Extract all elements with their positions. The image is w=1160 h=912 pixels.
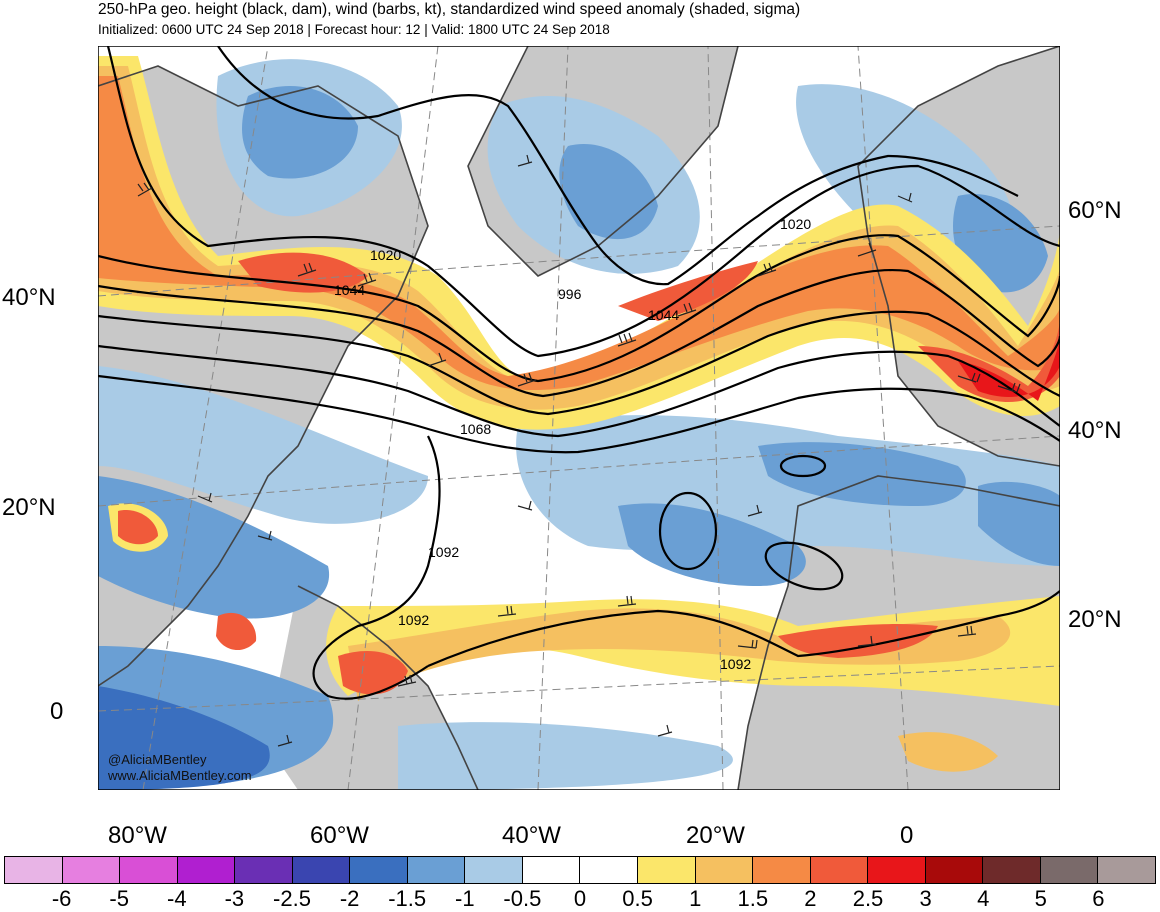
negative-anomaly-shading [98, 59, 1060, 790]
lon-label: 40°W [502, 822, 561, 849]
colorbar-swatch [407, 857, 466, 883]
chart-subtitle: Initialized: 0600 UTC 24 Sep 2018 | Fore… [98, 22, 610, 37]
colorbar-swatch [522, 857, 581, 883]
colorbar-swatch [62, 857, 121, 883]
colorbar-swatch [868, 857, 926, 883]
contour-label: 1092 [398, 612, 429, 628]
colorbar-swatch [695, 857, 754, 883]
colorbar-tick-label: 2 [804, 886, 817, 911]
contour-label: 1092 [428, 544, 459, 560]
colorbar-tick-label: -2.5 [273, 886, 311, 911]
colorbar-swatch [292, 857, 351, 883]
colorbar-tick-label: 1.5 [737, 886, 769, 911]
colorbar-tick-label: -3 [224, 886, 245, 911]
contour-label: 1044 [648, 307, 679, 323]
credit-url: www.AliciaMBentley.com [108, 768, 252, 783]
lat-label-left: 40°N [2, 284, 56, 311]
lat-label-right: 60°N [1068, 197, 1122, 224]
contour-label: 1020 [780, 216, 811, 232]
colorbar-tick-label: -1.5 [388, 886, 427, 911]
colorbar-tick-label: 4 [977, 886, 990, 911]
colorbar-tick-label: -2 [339, 886, 360, 911]
contour-label: 1020 [370, 247, 401, 263]
colorbar-swatch [1040, 857, 1099, 883]
contour-label: 1044 [334, 282, 365, 298]
lat-label-right: 20°N [1068, 606, 1122, 633]
graticule [98, 46, 1060, 790]
positive-anomaly-shading [98, 56, 1060, 772]
colorbar-swatch [753, 857, 811, 883]
credit-handle: @AliciaMBentley [108, 752, 207, 767]
lon-label: 20°W [686, 822, 745, 849]
colorbar-swatch [465, 857, 523, 883]
map-canvas: 1020 1044 996 1044 1020 1068 1092 1092 1… [98, 46, 1060, 790]
colorbar-swatch [5, 857, 63, 883]
colorbar-swatch [120, 857, 178, 883]
lon-label: 0 [900, 822, 914, 849]
colorbar-swatch [810, 857, 869, 883]
contour-label: 1092 [720, 656, 751, 672]
colorbar [4, 856, 1156, 884]
colorbar-tick-label: 2.5 [852, 886, 884, 911]
contour-label-group: 1020 1044 996 1044 1020 1068 1092 1092 1… [334, 216, 811, 672]
colorbar-tick-label: -5 [109, 886, 129, 911]
colorbar-tick-label: 3 [919, 886, 932, 911]
contour-label: 996 [558, 286, 582, 302]
lon-label: 80°W [108, 822, 167, 849]
colorbar-tick-label: -4 [167, 886, 187, 911]
colorbar-tick-label: -0.5 [503, 886, 542, 911]
colorbar-swatch [983, 857, 1041, 883]
colorbar-tick-label: 0.5 [622, 886, 653, 911]
colorbar-swatch [925, 857, 984, 883]
colorbar-tick-label: 5 [1034, 886, 1047, 911]
height-contours [98, 46, 1060, 700]
colorbar-swatch [350, 857, 408, 883]
colorbar-swatch [580, 857, 639, 883]
colorbar-tick-label: 1 [689, 886, 702, 911]
contour-label: 1068 [460, 421, 491, 437]
lon-label: 60°W [310, 822, 369, 849]
lat-label-right: 40°N [1068, 417, 1122, 444]
wind-barbs [137, 154, 1021, 747]
colorbar-swatch [177, 857, 236, 883]
map-panel: 1020 1044 996 1044 1020 1068 1092 1092 1… [98, 46, 1060, 790]
colorbar-tick-label: 6 [1092, 886, 1105, 911]
chart-title: 250-hPa geo. height (black, dam), wind (… [98, 1, 801, 18]
lat-label-left: 0 [50, 698, 64, 725]
colorbar-swatch [235, 857, 293, 883]
colorbar-tick-label: 0 [573, 886, 587, 911]
colorbar-swatch [1098, 857, 1155, 883]
colorbar-tick-label: -1 [455, 886, 475, 911]
colorbar-swatch [638, 857, 696, 883]
colorbar-tick-label: -6 [51, 886, 72, 911]
lat-label-left: 20°N [2, 494, 56, 521]
